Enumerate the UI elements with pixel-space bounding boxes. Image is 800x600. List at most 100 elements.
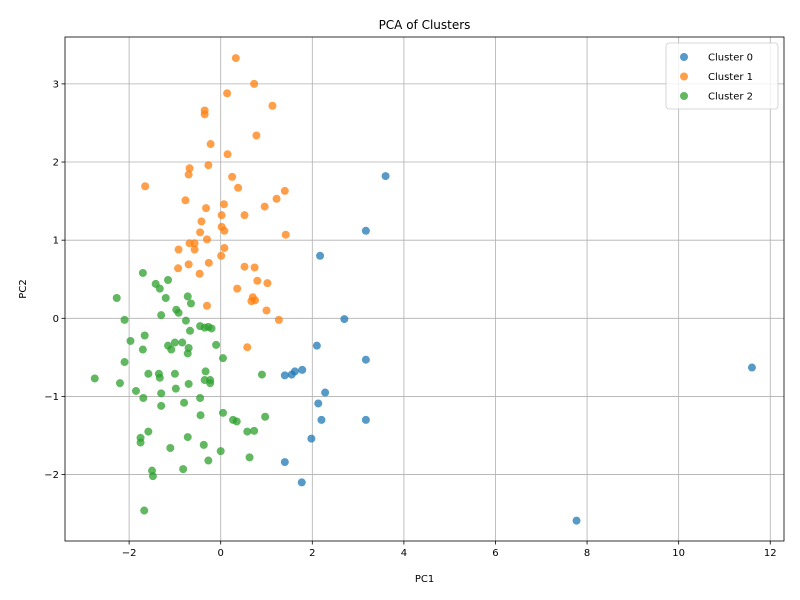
data-point (184, 260, 193, 269)
data-point (280, 458, 289, 467)
data-point (280, 371, 289, 380)
data-point (262, 306, 271, 315)
data-point (204, 161, 213, 170)
data-point (184, 170, 193, 179)
data-point (250, 79, 259, 88)
data-point (218, 354, 227, 363)
data-point (157, 311, 166, 320)
data-point (144, 427, 153, 436)
data-point (196, 411, 205, 420)
y-tick-label: 1 (53, 236, 59, 247)
data-point (272, 194, 281, 203)
data-point (231, 54, 240, 63)
legend-marker (680, 92, 688, 100)
data-point (312, 341, 321, 350)
chart-title: PCA of Clusters (379, 18, 471, 32)
data-point (170, 338, 179, 347)
x-tick-label: 6 (492, 548, 498, 559)
data-point (186, 326, 195, 335)
data-point (157, 401, 166, 410)
data-point (297, 478, 306, 487)
data-point (141, 182, 150, 191)
data-point (161, 293, 170, 302)
data-point (206, 379, 215, 388)
data-point (747, 363, 756, 372)
data-point (126, 336, 135, 345)
data-point (180, 398, 189, 407)
data-point (361, 355, 370, 364)
data-point (181, 196, 190, 205)
data-point (179, 465, 188, 474)
data-point (138, 268, 147, 277)
data-point (216, 447, 225, 456)
x-axis-label: PC1 (415, 574, 434, 585)
data-point (115, 379, 124, 388)
data-point (196, 394, 205, 403)
grid (65, 37, 784, 541)
data-point (186, 299, 195, 308)
data-point (138, 345, 147, 354)
data-point (131, 386, 140, 395)
data-point (202, 235, 211, 244)
data-point (340, 315, 349, 324)
data-point (381, 172, 390, 181)
legend-marker (680, 53, 688, 61)
data-point (361, 226, 370, 235)
y-tick-label: 3 (53, 79, 59, 90)
data-point (223, 150, 232, 159)
data-point (298, 365, 307, 374)
series-cluster-1 (141, 54, 290, 352)
y-axis-label: PC2 (18, 279, 29, 298)
data-point (204, 258, 213, 267)
y-tick-label: 2 (53, 158, 59, 169)
x-tick-label: 2 (309, 548, 315, 559)
data-point (280, 186, 289, 195)
data-point (307, 434, 316, 443)
x-tick-label: 12 (764, 548, 777, 559)
data-point (120, 315, 129, 324)
data-point (199, 440, 208, 449)
data-point (112, 293, 121, 302)
data-point (263, 279, 272, 288)
data-point (200, 110, 209, 119)
x-tick-label: 4 (401, 548, 407, 559)
series-cluster-2 (90, 268, 270, 515)
x-tick-label: 0 (218, 548, 224, 559)
data-point (178, 338, 187, 347)
data-point (90, 374, 99, 383)
data-point (253, 276, 262, 285)
data-point (202, 301, 211, 310)
data-point (190, 239, 199, 248)
legend: Cluster 0 Cluster 1 Cluster 2 (665, 42, 779, 110)
data-point (148, 472, 157, 481)
data-point (181, 316, 190, 325)
data-point (243, 427, 252, 436)
data-point (183, 292, 192, 301)
data-point (174, 245, 183, 254)
data-point (287, 370, 296, 379)
data-point (361, 415, 370, 424)
data-point (274, 315, 283, 324)
x-tick-label: 10 (672, 548, 685, 559)
data-point (167, 345, 176, 354)
legend-marker (680, 72, 688, 81)
data-point (174, 308, 183, 317)
data-point (240, 211, 249, 220)
data-point (140, 331, 149, 340)
data-point (257, 370, 266, 379)
data-point (245, 453, 254, 462)
data-point (202, 204, 211, 213)
data-point (197, 217, 206, 226)
data-point (212, 340, 221, 349)
data-point (196, 228, 205, 237)
legend-label: Cluster 1 (708, 72, 753, 83)
data-point (183, 349, 192, 358)
legend-label: Cluster 0 (708, 53, 753, 64)
data-point (185, 164, 194, 173)
data-point (139, 394, 148, 403)
y-tick-label: −2 (44, 470, 59, 481)
y-tick-label: −1 (44, 392, 59, 403)
data-point (174, 264, 183, 273)
